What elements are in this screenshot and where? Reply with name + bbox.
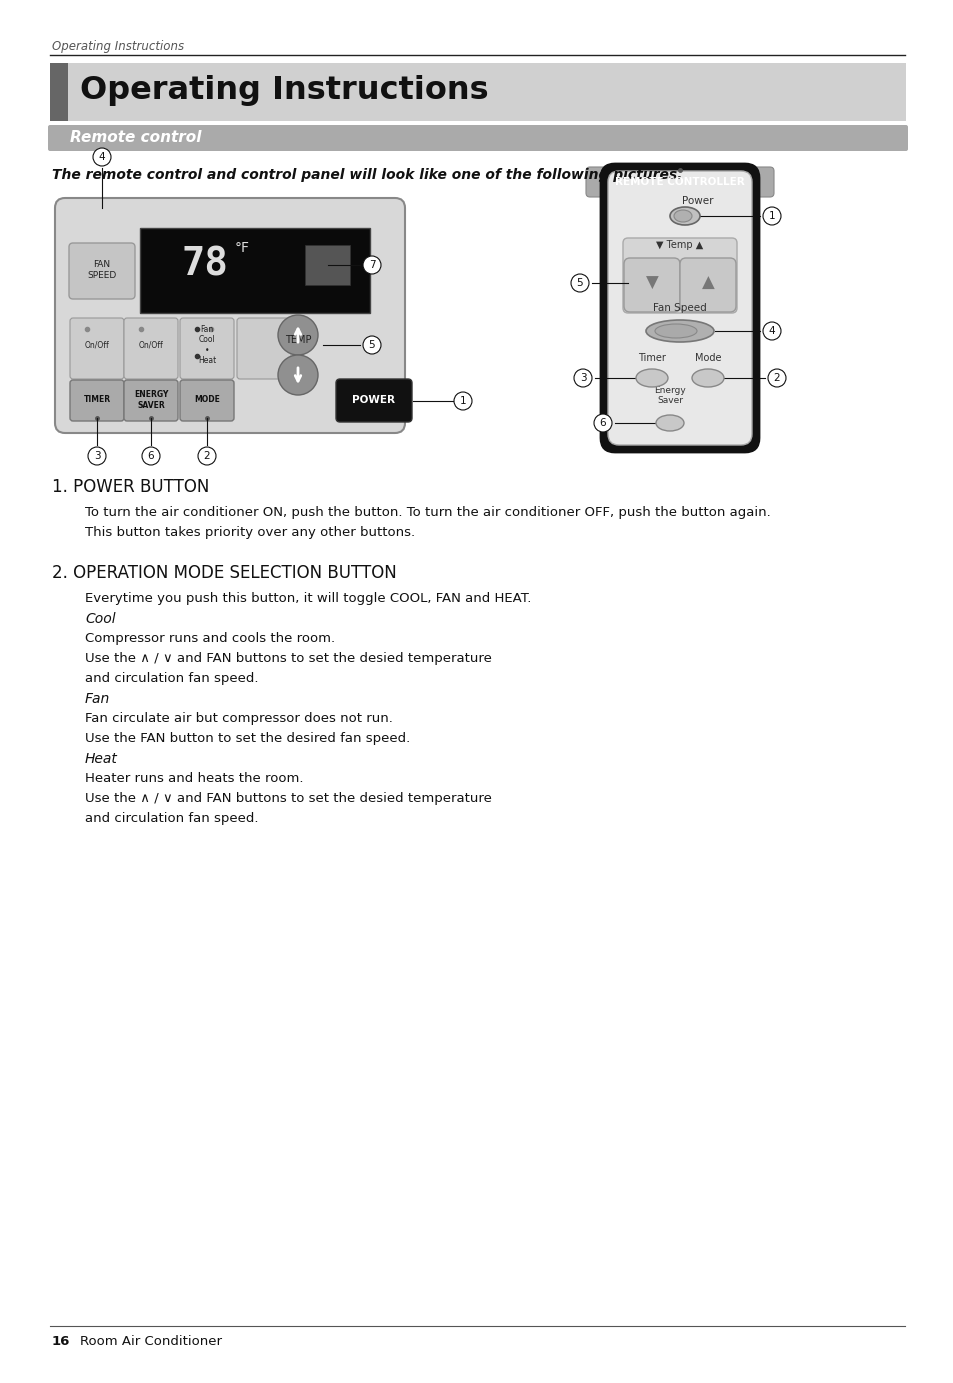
Text: Power: Power: [681, 196, 713, 206]
Ellipse shape: [669, 207, 700, 225]
Circle shape: [571, 274, 588, 292]
Text: 5: 5: [368, 340, 375, 350]
FancyBboxPatch shape: [50, 64, 68, 120]
Text: 3: 3: [93, 451, 100, 461]
FancyBboxPatch shape: [48, 124, 907, 151]
FancyBboxPatch shape: [622, 238, 737, 313]
Text: 4: 4: [98, 152, 105, 162]
Text: Mode: Mode: [694, 353, 720, 362]
Text: 3: 3: [579, 373, 586, 383]
Text: On/Off: On/Off: [85, 340, 110, 350]
Circle shape: [363, 256, 380, 274]
Text: 2. OPERATION MODE SELECTION BUTTON: 2. OPERATION MODE SELECTION BUTTON: [52, 564, 396, 582]
Text: ▼ Temp ▲: ▼ Temp ▲: [656, 241, 703, 250]
Text: To turn the air conditioner ON, push the button. To turn the air conditioner OFF: To turn the air conditioner ON, push the…: [85, 506, 770, 519]
Text: 1. POWER BUTTON: 1. POWER BUTTON: [52, 479, 209, 496]
Text: Cool: Cool: [85, 613, 115, 626]
Ellipse shape: [636, 369, 667, 387]
Circle shape: [574, 369, 592, 387]
Text: Fan: Fan: [85, 692, 111, 705]
FancyBboxPatch shape: [69, 243, 135, 299]
Circle shape: [92, 148, 111, 166]
Text: 78: 78: [181, 246, 228, 284]
Text: ▼: ▼: [645, 274, 658, 292]
Circle shape: [88, 447, 106, 465]
Text: Operating Instructions: Operating Instructions: [80, 75, 488, 105]
Text: Heater runs and heats the room.: Heater runs and heats the room.: [85, 772, 303, 786]
Circle shape: [198, 447, 215, 465]
Circle shape: [363, 336, 380, 354]
Text: FAN
SPEED: FAN SPEED: [88, 260, 116, 279]
FancyBboxPatch shape: [335, 379, 412, 422]
FancyBboxPatch shape: [70, 318, 124, 379]
Text: 1: 1: [768, 212, 775, 221]
Text: The remote control and control panel will look like one of the following picture: The remote control and control panel wil…: [52, 167, 681, 183]
FancyBboxPatch shape: [180, 318, 233, 379]
Text: ▲: ▲: [700, 274, 714, 292]
Text: Use the ∧ / ∨ and FAN buttons to set the desied temperature: Use the ∧ / ∨ and FAN buttons to set the…: [85, 792, 492, 805]
Text: Fan Speed: Fan Speed: [653, 303, 706, 313]
Circle shape: [762, 207, 781, 225]
Bar: [140, 228, 370, 313]
Text: 6: 6: [599, 418, 606, 427]
Ellipse shape: [645, 319, 713, 342]
Text: 6: 6: [148, 451, 154, 461]
FancyBboxPatch shape: [236, 318, 291, 379]
FancyBboxPatch shape: [50, 64, 905, 120]
Text: 2: 2: [204, 451, 210, 461]
FancyBboxPatch shape: [124, 380, 178, 420]
Circle shape: [767, 369, 785, 387]
Text: °F: °F: [234, 241, 250, 254]
Text: Fan
Cool
•
Heat: Fan Cool • Heat: [197, 325, 216, 365]
Circle shape: [454, 391, 472, 409]
Ellipse shape: [656, 415, 683, 431]
Text: 16: 16: [52, 1335, 71, 1348]
Text: ENERGY
SAVER: ENERGY SAVER: [133, 390, 168, 409]
Circle shape: [762, 322, 781, 340]
Bar: [305, 245, 350, 285]
FancyBboxPatch shape: [70, 380, 124, 420]
Text: On/Off: On/Off: [138, 340, 163, 350]
Text: and circulation fan speed.: and circulation fan speed.: [85, 672, 258, 685]
Text: Timer: Timer: [638, 353, 665, 362]
Circle shape: [277, 315, 317, 355]
Text: Heat: Heat: [85, 752, 118, 766]
FancyBboxPatch shape: [180, 380, 233, 420]
Text: Use the ∧ / ∨ and FAN buttons to set the desied temperature: Use the ∧ / ∨ and FAN buttons to set the…: [85, 651, 492, 665]
FancyBboxPatch shape: [600, 165, 759, 452]
Text: POWER: POWER: [352, 396, 395, 405]
Text: 5: 5: [576, 278, 582, 288]
Text: TEMP: TEMP: [284, 335, 311, 344]
FancyBboxPatch shape: [623, 259, 679, 313]
FancyBboxPatch shape: [607, 171, 751, 445]
FancyBboxPatch shape: [585, 167, 773, 196]
Text: Operating Instructions: Operating Instructions: [52, 40, 184, 53]
Circle shape: [594, 414, 612, 431]
FancyBboxPatch shape: [679, 259, 735, 313]
Text: MODE: MODE: [193, 396, 220, 404]
Ellipse shape: [655, 324, 697, 337]
FancyBboxPatch shape: [124, 318, 178, 379]
Text: Remote control: Remote control: [70, 130, 201, 145]
Circle shape: [277, 355, 317, 396]
Text: 2: 2: [773, 373, 780, 383]
Text: 4: 4: [768, 326, 775, 336]
Text: Everytime you push this button, it will toggle COOL, FAN and HEAT.: Everytime you push this button, it will …: [85, 592, 531, 604]
Text: and circulation fan speed.: and circulation fan speed.: [85, 812, 258, 826]
Text: TIMER: TIMER: [83, 396, 111, 404]
Text: Room Air Conditioner: Room Air Conditioner: [80, 1335, 222, 1348]
Text: Fan circulate air but compressor does not run.: Fan circulate air but compressor does no…: [85, 712, 393, 725]
Ellipse shape: [673, 210, 691, 223]
Text: 1: 1: [459, 396, 466, 407]
Ellipse shape: [691, 369, 723, 387]
Text: This button takes priority over any other buttons.: This button takes priority over any othe…: [85, 526, 415, 539]
Circle shape: [142, 447, 160, 465]
Text: Use the FAN button to set the desired fan speed.: Use the FAN button to set the desired fa…: [85, 732, 410, 745]
Text: REMOTE CONTROLLER: REMOTE CONTROLLER: [615, 177, 744, 187]
Text: 7: 7: [368, 260, 375, 270]
Text: Compressor runs and cools the room.: Compressor runs and cools the room.: [85, 632, 335, 644]
Text: Energy
Saver: Energy Saver: [654, 386, 685, 405]
FancyBboxPatch shape: [55, 198, 405, 433]
